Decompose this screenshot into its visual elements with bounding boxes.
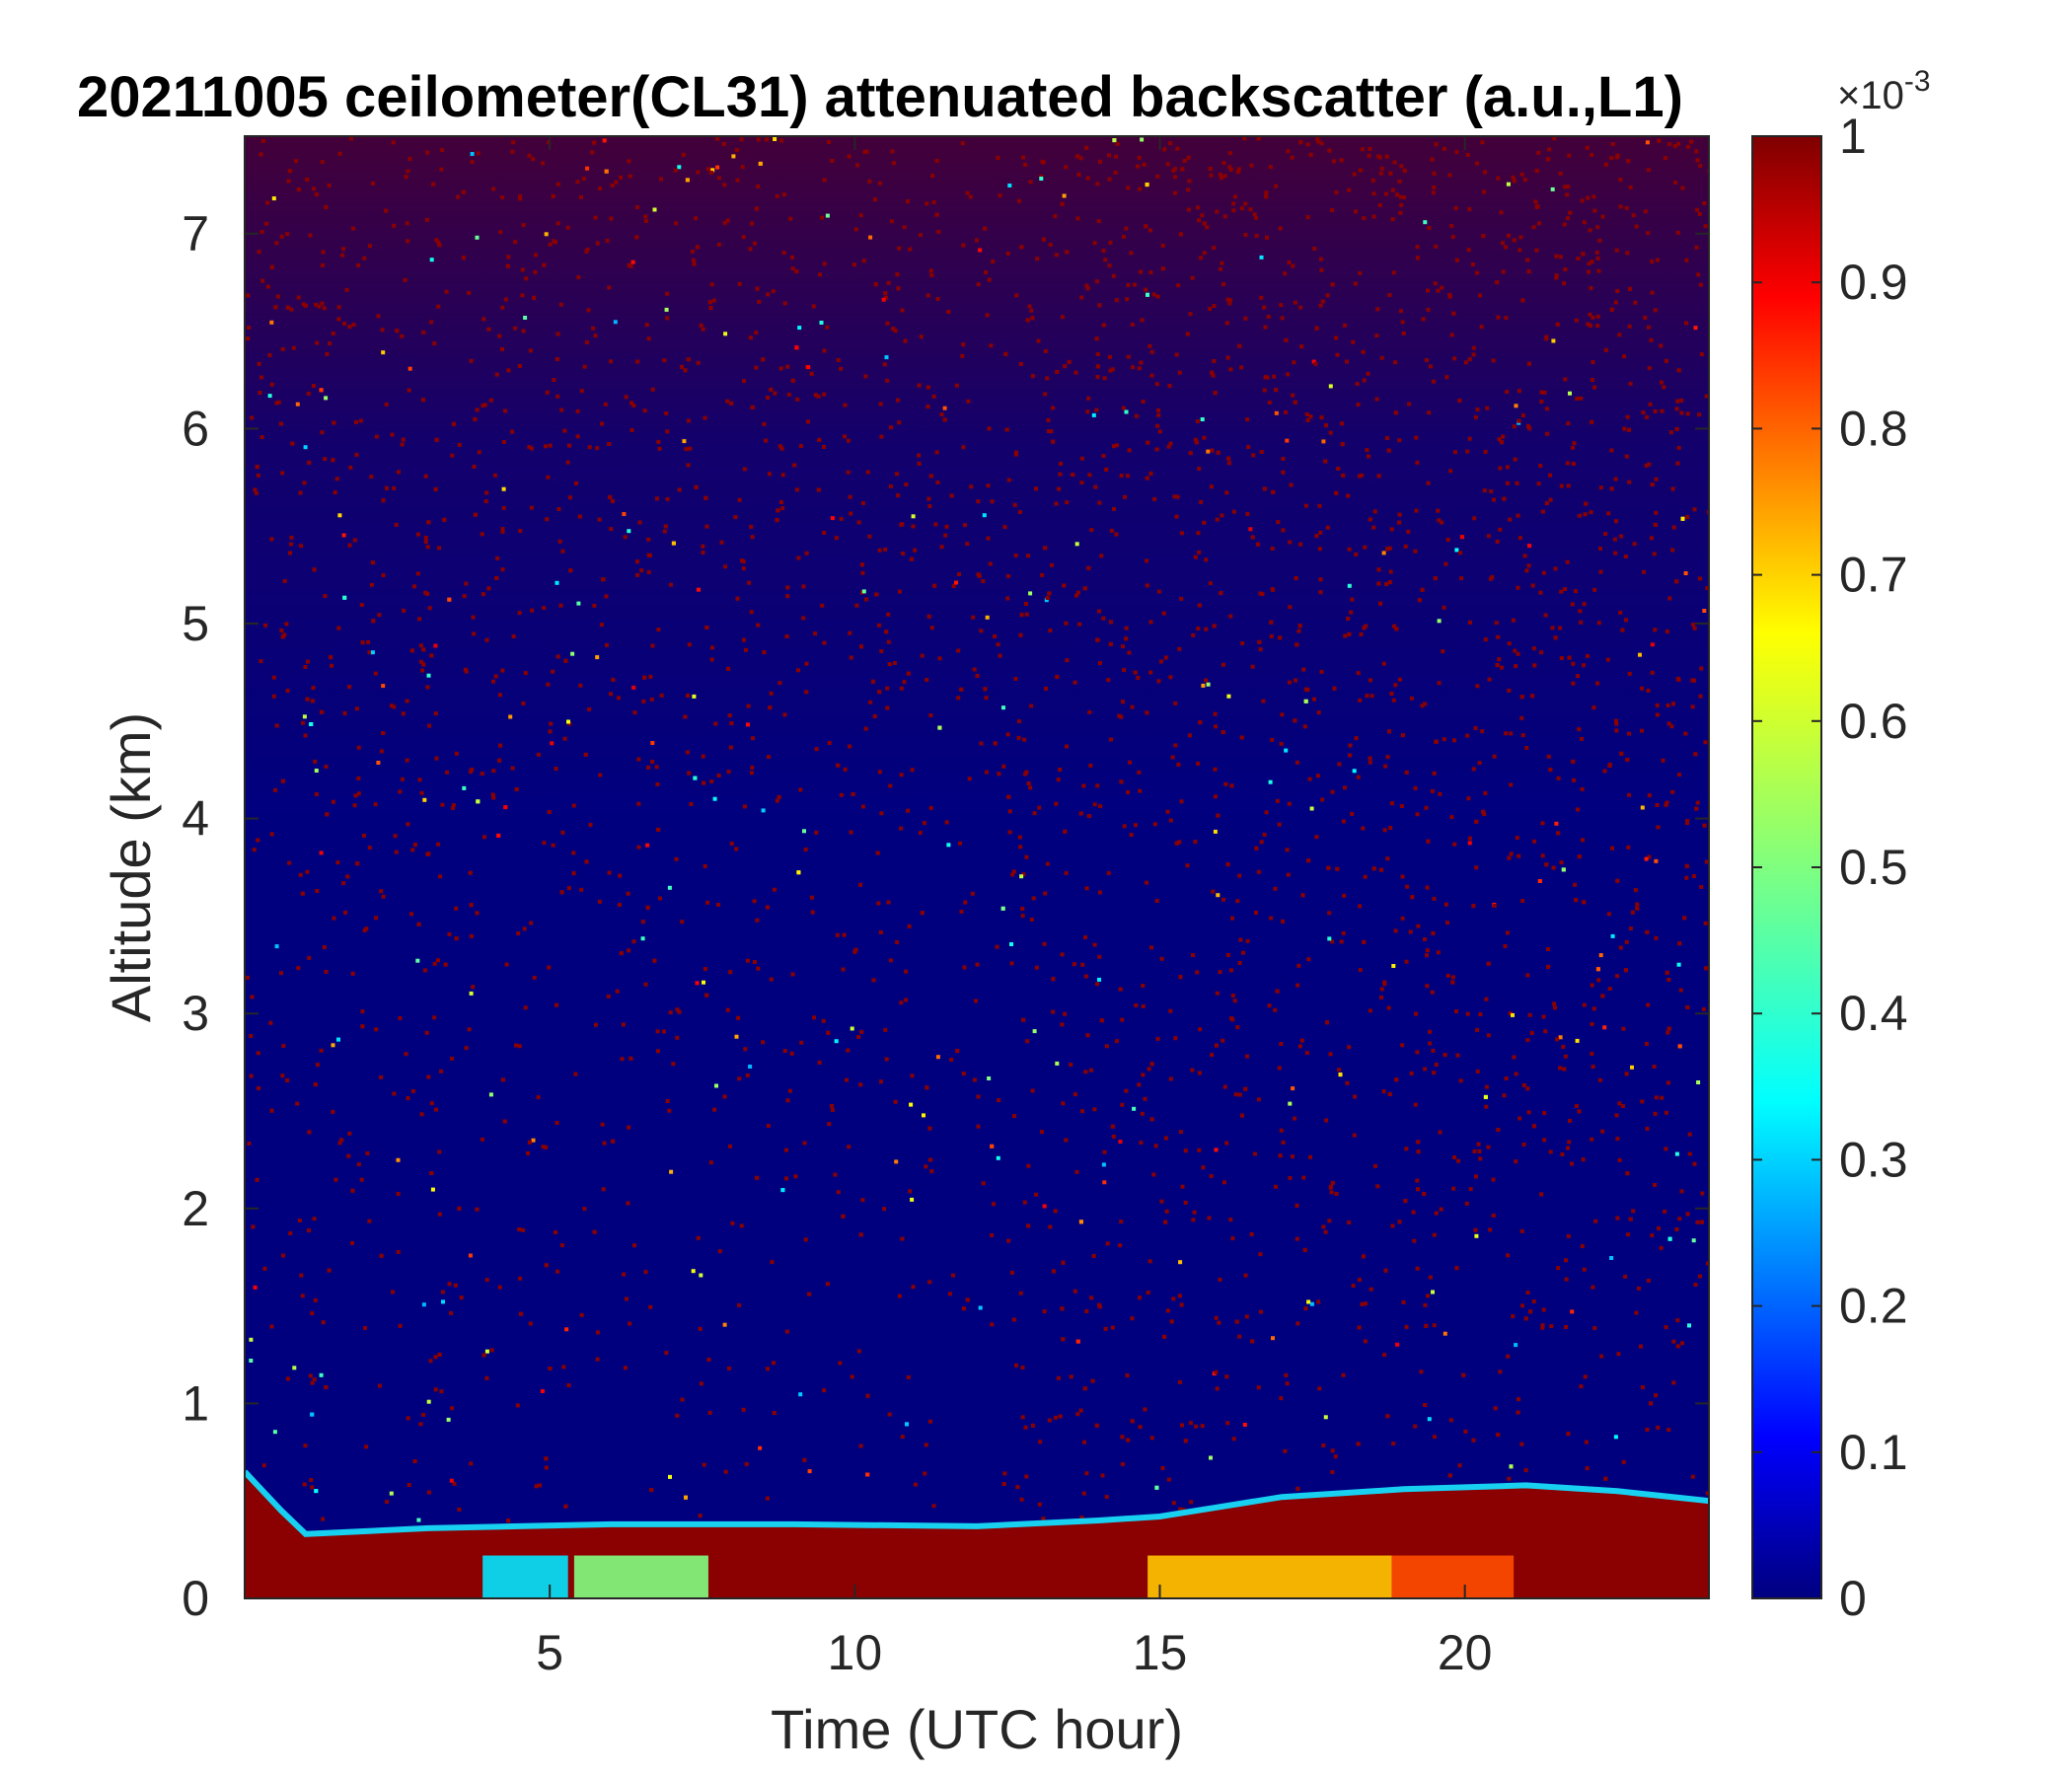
colorbar-exponent: ×10-3: [1837, 65, 1931, 117]
colorbar-tick-label: 0.9: [1839, 255, 1908, 310]
y-tick-label: 0: [182, 1571, 209, 1626]
colorbar-exponent-power: -3: [1904, 65, 1931, 98]
chart-title: 20211005 ceilometer(CL31) attenuated bac…: [77, 65, 1683, 129]
enhancement-band: [573, 1555, 708, 1598]
y-tick-label: 5: [182, 596, 209, 651]
colorbar-tick-label: 0.2: [1839, 1279, 1908, 1334]
plot-frame: [244, 135, 1710, 1599]
colorbar-tick-label: 0.4: [1839, 986, 1908, 1041]
x-tick-label: 10: [828, 1625, 883, 1680]
colorbar-tick-label: 0.6: [1839, 694, 1908, 749]
y-tick-label: 7: [182, 206, 209, 261]
enhancement-band: [482, 1555, 568, 1598]
colorbar-ticks: 0 0.1 0.2 0.3 0.4 0.5 0.6 0.7 0.8 0.9 1: [1752, 109, 1908, 1626]
colorbar-exponent-base: ×10: [1837, 74, 1904, 117]
near-surface-enhancements: [482, 1555, 1515, 1598]
x-tick-label: 20: [1438, 1625, 1493, 1680]
y-tick-label: 1: [182, 1375, 209, 1431]
y-tick-label: 2: [182, 1181, 209, 1236]
surface-layer-edge: [245, 1469, 1709, 1537]
enhancement-band: [1391, 1555, 1515, 1598]
colorbar-tick-label: 0.8: [1839, 401, 1908, 456]
y-axis: 0 1 2 3 4 5 6 7: [182, 206, 1709, 1626]
y-tick-label: 4: [182, 791, 209, 847]
colorbar-tick-label: 0.5: [1839, 840, 1908, 895]
x-tick-label: 15: [1133, 1625, 1188, 1680]
colorbar-gradient: [1751, 135, 1822, 1599]
plot-area: [245, 136, 1709, 1598]
x-axis: 5 10 15 20: [536, 136, 1492, 1680]
x-tick-label: 5: [536, 1625, 563, 1680]
colorbar-tick-label: 0.3: [1839, 1132, 1908, 1187]
y-tick-label: 6: [182, 401, 209, 456]
colorbar-tick-label: 0.7: [1839, 548, 1908, 603]
colorbar-tick-label: 0.1: [1839, 1425, 1908, 1480]
y-tick-label: 3: [182, 986, 209, 1041]
upper-noise-tint: [245, 136, 1709, 827]
y-axis-label: Altitude (km): [100, 712, 162, 1022]
colorbar-tick-label: 1: [1839, 109, 1867, 164]
x-axis-label: Time (UTC hour): [771, 1698, 1183, 1760]
enhancement-band: [1147, 1555, 1392, 1598]
noise-speckles: [245, 136, 1709, 1523]
colorbar-tick-label: 0: [1839, 1571, 1867, 1626]
colorbar: 0 0.1 0.2 0.3 0.4 0.5 0.6 0.7 0.8 0.9 1 ×10-3: [1751, 65, 1931, 1626]
